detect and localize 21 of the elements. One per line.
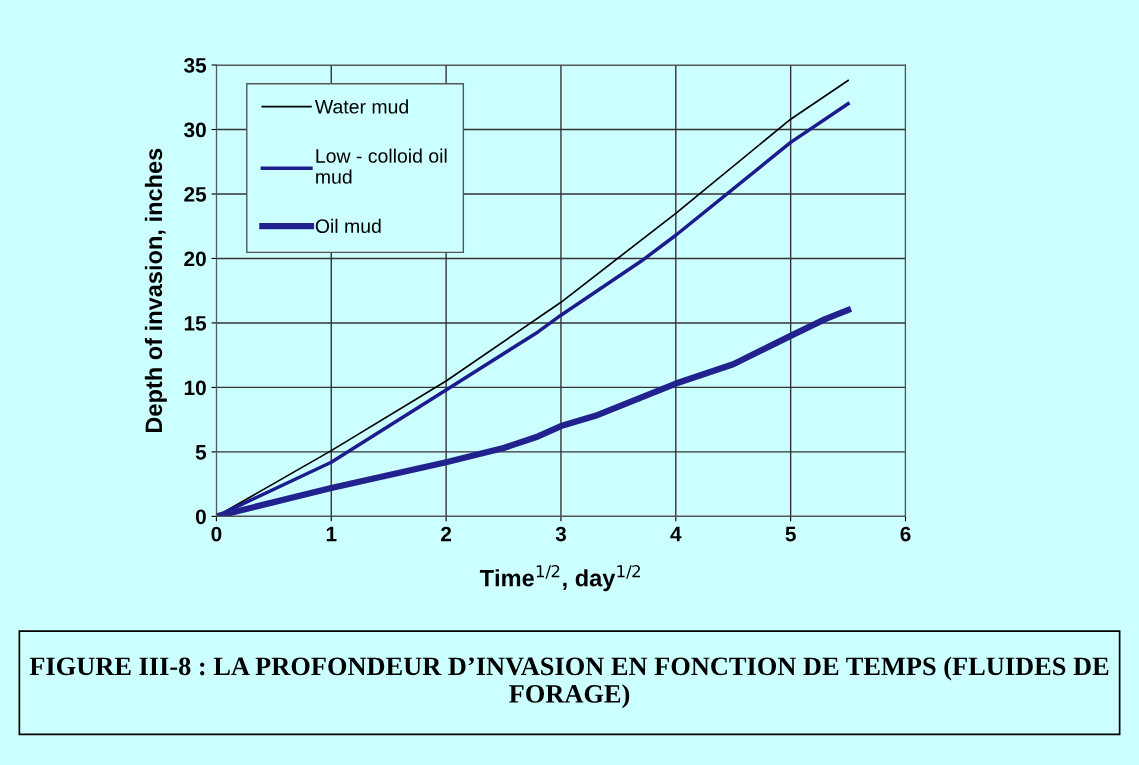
x-tick-label: 4 (670, 526, 682, 542)
y-tick-label: 0 (195, 509, 206, 525)
legend-label: Water mud (314, 99, 408, 114)
x-tick-label: 1 (326, 526, 337, 542)
x-axis-title: Time$^{1/2}$, day$^{1/2}$ (479, 564, 640, 592)
legend-label: Oil mud (315, 218, 381, 234)
y-axis-title: Depth of invasion, inches (144, 148, 167, 433)
y-tick-label: 15 (184, 316, 207, 331)
y-tick-label: 30 (184, 122, 206, 138)
x-tick-label: 6 (900, 526, 911, 542)
y-tick-label: 35 (184, 58, 207, 73)
text: FIGURE III-8 : LA PROFONDEUR D’INVASION EN FONCTION DE TEMPS (FLUIDES DE FORAGE) (29, 656, 1109, 709)
y-tick-label: 5 (195, 445, 207, 460)
y-tick-label: 10 (184, 380, 206, 396)
y-tick-label: 25 (184, 186, 207, 202)
x-tick-label: 3 (555, 526, 566, 542)
legend-label: Low - colloid oil mud (316, 148, 447, 184)
x-tick-label: 2 (441, 526, 452, 542)
x-tick-label: 5 (785, 526, 796, 542)
x-tick-label: 0 (211, 526, 222, 542)
y-tick-label: 20 (184, 251, 206, 267)
